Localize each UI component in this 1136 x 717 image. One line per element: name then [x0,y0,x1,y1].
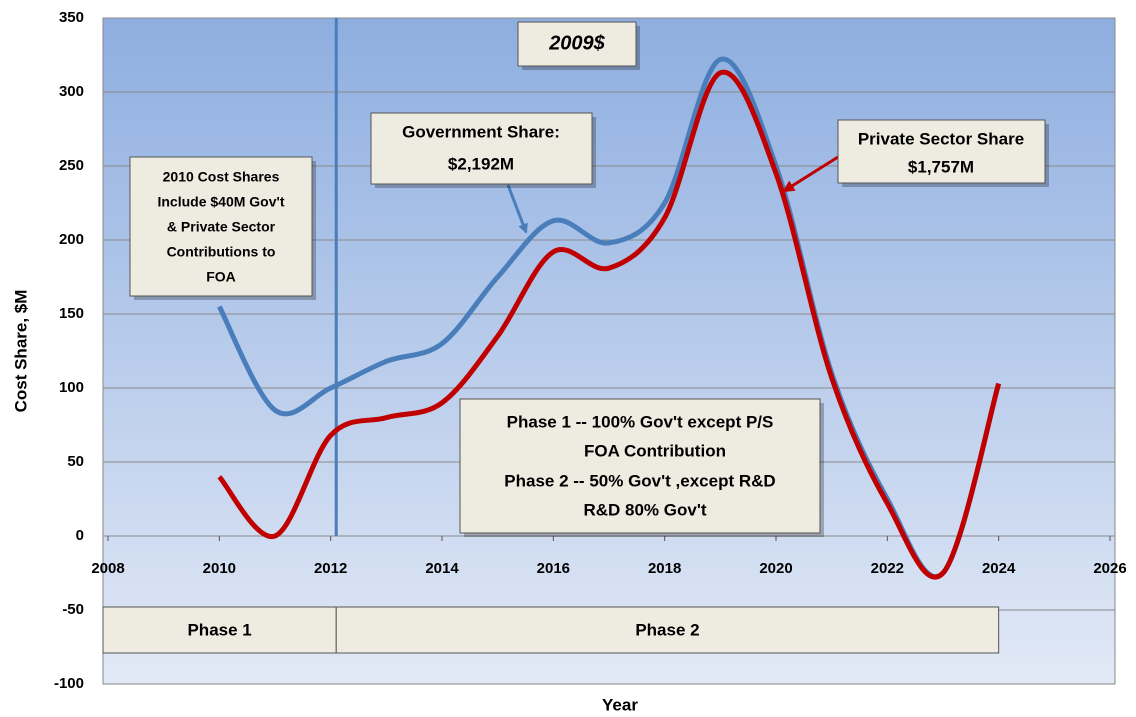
phase-label: Phase 2 [635,620,699,639]
y-tick-label: 50 [67,453,84,470]
annotation-box [517,21,637,67]
x-tick-label: 2020 [759,560,792,577]
annotation-text: Phase 2 -- 50% Gov't ,except R&D [504,471,775,490]
phase-bar [335,606,1000,654]
x-tick-label: 2008 [91,560,124,577]
y-tick-label: 350 [59,9,84,26]
annotation-box [837,119,1046,184]
phase-label: Phase 1 [187,620,251,639]
annotation-text: Phase 1 -- 100% Gov't except P/S [507,412,774,431]
x-tick-label: 2016 [537,560,570,577]
annotation-text: Contributions to [167,244,276,260]
x-tick-label: 2018 [648,560,681,577]
annotation-text: Include $40M Gov't [157,194,284,210]
x-tick-label: 2022 [871,560,904,577]
arrow [782,155,839,193]
x-tick-label: 2010 [203,560,236,577]
annotation-text: FOA Contribution [584,441,726,460]
annotation-text: FOA [206,269,236,285]
x-tick-label: 2012 [314,560,347,577]
annotation-text: $2,192M [448,154,514,173]
annotation-box [129,156,313,297]
y-tick-label: -100 [54,675,84,692]
y-tick-label: 300 [59,83,84,100]
x-tick-label: 2014 [425,560,459,577]
annotation-box [370,112,593,185]
y-tick-label: -50 [62,601,84,618]
y-tick-label: 0 [76,527,84,544]
y-tick-label: 100 [59,379,84,396]
y-tick-label: 250 [59,157,84,174]
annotation-text: Government Share: [402,122,560,141]
x-tick-label: 2024 [982,560,1016,577]
annotation-text: 2010 Cost Shares [163,169,280,185]
y-axis-label: Cost Share, $M [11,290,30,413]
annotation-box [459,398,821,534]
x-tick-label: 2026 [1093,560,1126,577]
y-tick-label: 150 [59,305,84,322]
arrow [506,184,528,234]
annotation-text: R&D 80% Gov't [583,500,706,519]
plot-area [102,17,1116,685]
series-line [217,69,1002,580]
annotation-text: Private Sector Share [858,129,1024,148]
annotation-text: $1,757M [908,157,974,176]
x-axis-label: Year [602,695,638,714]
annotation-text: 2009$ [548,32,605,54]
annotation-text: & Private Sector [167,219,276,235]
y-tick-label: 200 [59,231,84,248]
